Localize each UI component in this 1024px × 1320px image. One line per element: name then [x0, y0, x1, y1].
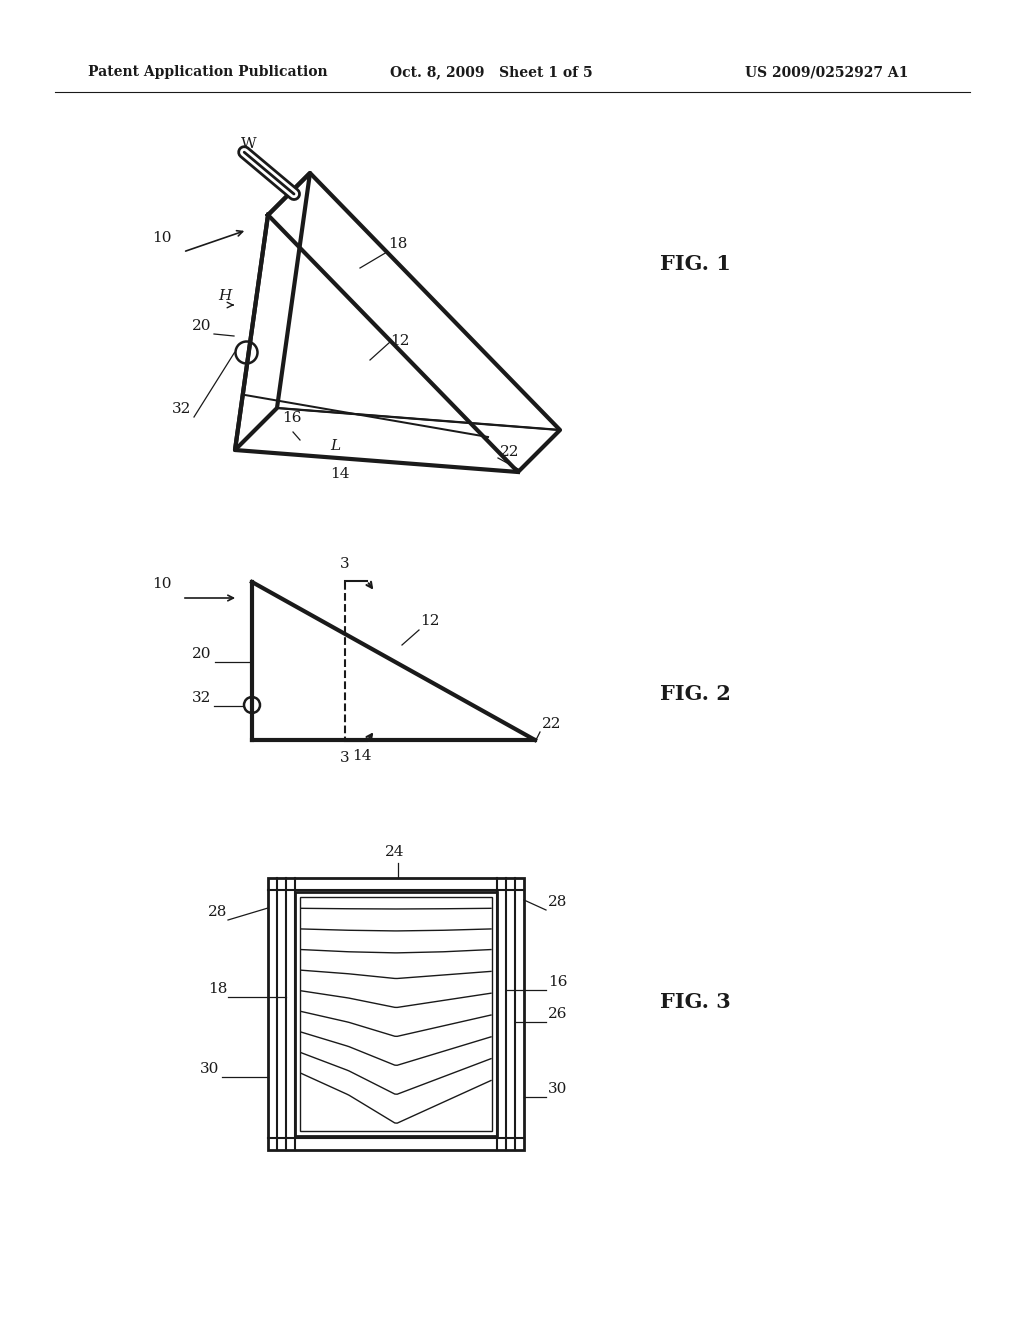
Text: 30: 30 [548, 1082, 567, 1096]
Text: 26: 26 [548, 1007, 567, 1020]
Text: 30: 30 [200, 1063, 219, 1076]
Text: 22: 22 [542, 717, 561, 731]
Text: 10: 10 [152, 231, 171, 246]
Text: 3: 3 [340, 751, 350, 766]
Text: 10: 10 [152, 577, 171, 591]
Text: Patent Application Publication: Patent Application Publication [88, 65, 328, 79]
Text: US 2009/0252927 A1: US 2009/0252927 A1 [745, 65, 908, 79]
Text: 28: 28 [208, 906, 227, 919]
Bar [268, 878, 524, 1150]
Text: 14: 14 [330, 467, 349, 480]
Text: W: W [242, 137, 257, 152]
Text: 18: 18 [388, 238, 408, 251]
Text: Oct. 8, 2009   Sheet 1 of 5: Oct. 8, 2009 Sheet 1 of 5 [390, 65, 593, 79]
Text: 12: 12 [420, 614, 439, 628]
Text: FIG. 3: FIG. 3 [660, 993, 731, 1012]
Text: 16: 16 [548, 975, 567, 989]
Bar [300, 898, 492, 1131]
Text: FIG. 2: FIG. 2 [660, 684, 731, 704]
Text: 20: 20 [193, 319, 212, 333]
Text: 20: 20 [193, 647, 212, 661]
Text: 14: 14 [352, 748, 372, 763]
Text: 28: 28 [548, 895, 567, 909]
Text: 12: 12 [390, 334, 410, 348]
Text: 24: 24 [385, 845, 404, 859]
Bar [295, 892, 497, 1137]
Text: 22: 22 [500, 445, 519, 459]
Text: 32: 32 [172, 403, 191, 416]
Text: FIG. 1: FIG. 1 [660, 253, 731, 275]
Text: L: L [330, 440, 340, 453]
Text: 18: 18 [208, 982, 227, 997]
Text: 16: 16 [282, 411, 301, 425]
Text: H: H [218, 289, 231, 304]
Text: 32: 32 [193, 690, 211, 705]
Text: 3: 3 [340, 557, 350, 572]
